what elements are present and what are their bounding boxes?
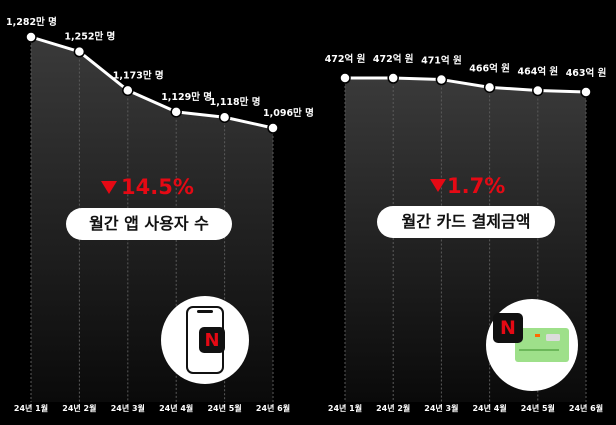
data-point <box>218 111 231 123</box>
caption-pill-background <box>377 206 555 238</box>
data-point <box>170 106 182 118</box>
caption-label: 월간 앱 사용자 수 <box>89 214 209 233</box>
netflix-credit-card-icon: N <box>486 299 578 391</box>
data-label: 1,282만 명 <box>6 16 57 28</box>
data-label: 463억 원 <box>566 67 607 79</box>
series-line <box>345 76 587 94</box>
data-point <box>73 45 86 58</box>
x-tick-label: 24년 6월 <box>256 403 290 413</box>
change-percent: 1.7% <box>447 174 505 198</box>
app-users-chart: 1,282만 명 1,252만 명 1,173만 명 1,129만 명1,118만 명… <box>6 16 314 413</box>
x-tick-label: 24년 1월 <box>328 403 362 413</box>
card-payments-chart: 472억 원 472억 원 471억 원 466억 원 464억 원 463억 원 24년… <box>325 53 607 413</box>
series-line <box>30 35 274 130</box>
data-point <box>339 72 351 84</box>
data-point <box>580 86 592 98</box>
data-label: 471억 원 <box>421 55 462 67</box>
data-point <box>25 31 37 43</box>
data-label: 472억 원 <box>325 53 366 65</box>
svg-text:N: N <box>500 317 516 339</box>
data-label: 472억 원 <box>373 53 414 65</box>
x-tick-label: 24년 2월 <box>376 403 410 413</box>
x-tick-label: 24년 2월 <box>62 403 96 413</box>
x-tick-label: 24년 5월 <box>207 403 241 413</box>
change-percent: 14.5% <box>121 175 194 199</box>
svg-text:N: N <box>204 330 219 351</box>
data-label: 466억 원 <box>469 62 510 74</box>
data-point <box>387 72 399 84</box>
data-label: 1,129만 명 <box>161 91 212 103</box>
data-label: 1,118만 명 <box>210 96 261 108</box>
data-label: 1,173만 명 <box>113 69 164 81</box>
data-point <box>435 73 448 86</box>
data-point <box>532 84 544 97</box>
data-point <box>483 81 496 94</box>
change-indicator: 1.7% <box>430 174 505 198</box>
x-tick-label: 24년 4월 <box>159 403 193 413</box>
data-label: 1,252만 명 <box>64 31 115 43</box>
caption-label: 월간 카드 결제금액 <box>402 212 531 231</box>
netflix-app-phone-icon: N <box>161 296 249 384</box>
data-point <box>267 122 279 134</box>
down-triangle-icon <box>430 179 446 192</box>
x-tick-label: 24년 4월 <box>472 403 506 413</box>
caption-pill: 월간 카드 결제금액 <box>377 206 555 238</box>
x-tick-label: 24년 5월 <box>521 403 555 413</box>
change-indicator: 14.5% <box>101 175 194 199</box>
x-tick-label: 24년 3월 <box>424 403 458 413</box>
x-tick-label: 24년 1월 <box>14 403 48 413</box>
down-triangle-icon <box>101 181 117 194</box>
data-label: 464억 원 <box>517 65 558 77</box>
x-tick-label: 24년 3월 <box>111 403 145 413</box>
data-point <box>122 84 134 97</box>
x-tick-label: 24년 6월 <box>569 403 603 413</box>
data-label: 1,096만 명 <box>263 107 314 119</box>
caption-pill: 월간 앱 사용자 수 <box>66 208 232 240</box>
caption-pill-background <box>66 208 232 240</box>
